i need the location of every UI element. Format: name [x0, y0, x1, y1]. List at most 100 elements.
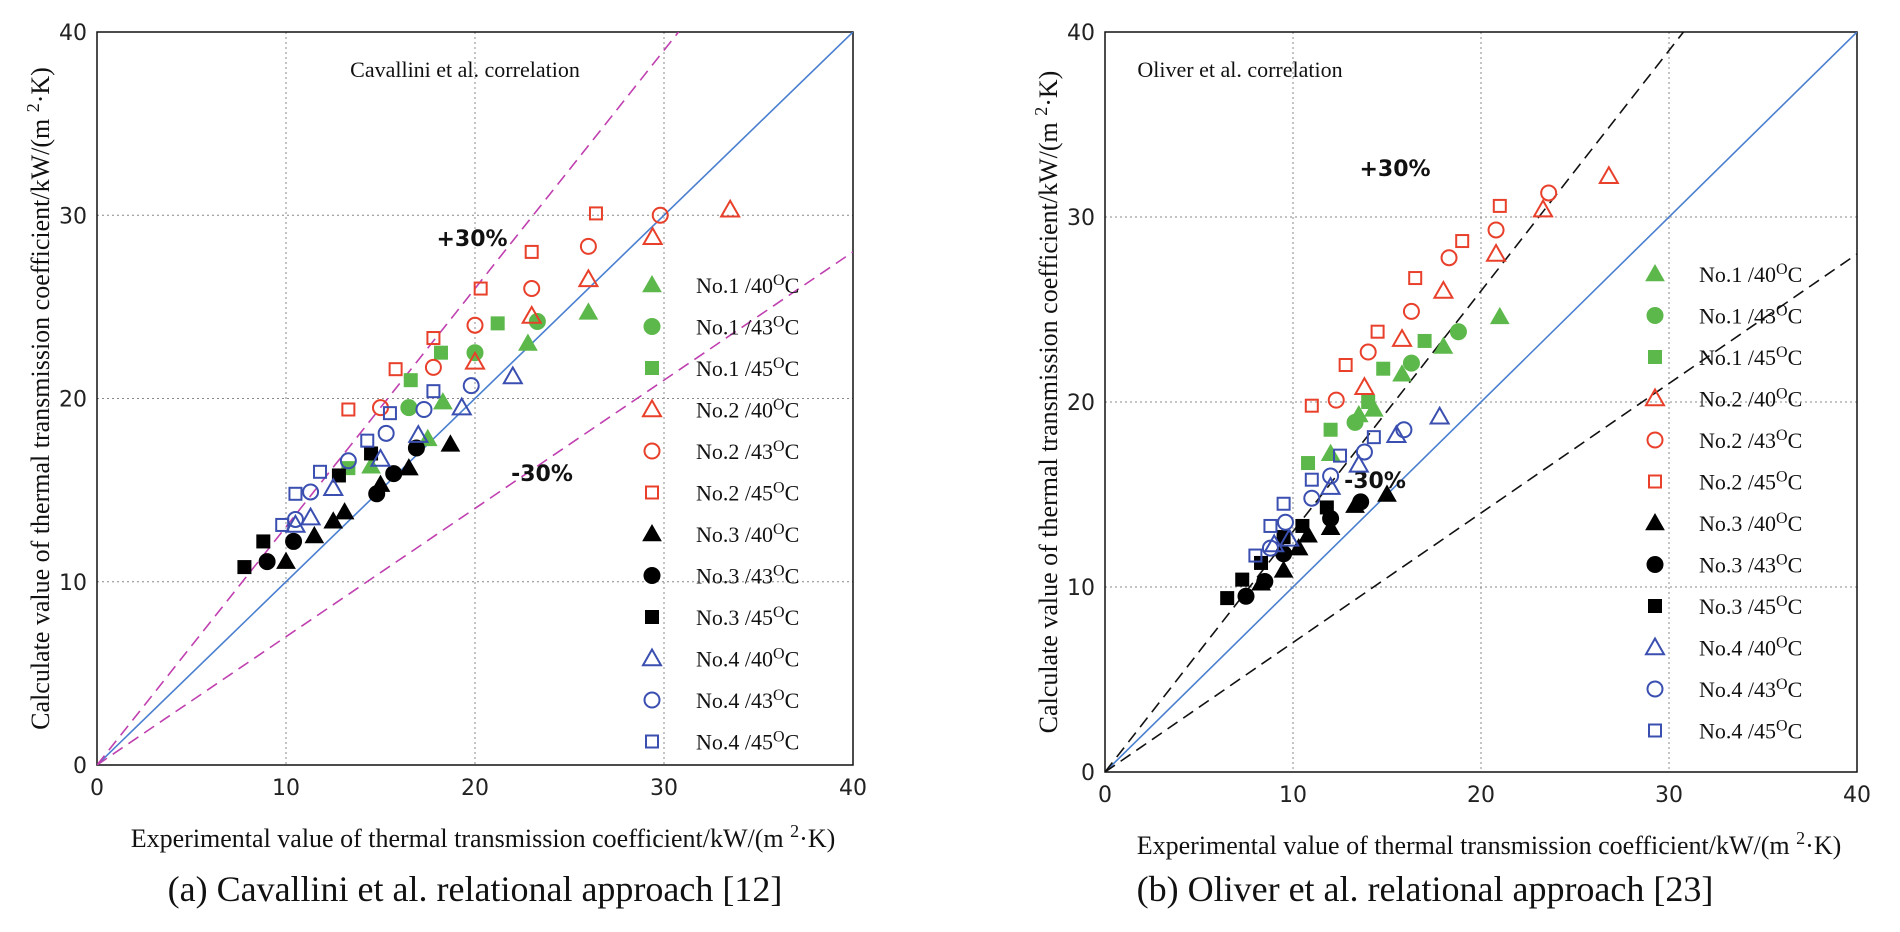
data-point [331, 468, 346, 483]
legend-item: No.2 /43OC [1646, 427, 1802, 453]
plus30-line [1105, 32, 1685, 772]
data-point [1440, 249, 1458, 267]
legend-label: No.2 /40OC [1699, 385, 1802, 412]
data-point [578, 302, 599, 320]
chart-panel-b: 0 10 20 30 40 0 10 20 30 40 Experimental value of … [950, 0, 1900, 932]
legend-marker [1646, 556, 1664, 573]
y-tick-label: 30 [59, 204, 87, 229]
legend-marker [642, 523, 662, 542]
data-point [288, 486, 303, 501]
diagonal-line [1105, 32, 1857, 772]
data-point [1487, 221, 1505, 239]
data-point [440, 434, 461, 452]
data-point [1346, 413, 1364, 431]
data-point [1408, 271, 1423, 286]
legend-label: No.2 /45OC [1699, 468, 1802, 495]
minus30-line [97, 251, 853, 765]
legend-label: No.3 /45OC [696, 604, 799, 631]
data-point [651, 206, 669, 224]
legend-label: No.4 /43OC [696, 687, 799, 714]
series-10 [1263, 405, 1451, 553]
data-point [520, 305, 543, 324]
data-point [502, 365, 524, 385]
data-point [1385, 424, 1408, 444]
legend-marker [645, 734, 659, 749]
data-point [433, 345, 448, 360]
legend-marker [1645, 512, 1665, 531]
data-point [1392, 364, 1412, 382]
legend-item: No.4 /40OC [641, 645, 799, 672]
data-point [1489, 306, 1510, 325]
data-point [1391, 328, 1413, 347]
legend-marker [1644, 387, 1666, 407]
data-point [323, 511, 344, 529]
data-point [1288, 538, 1309, 556]
correlation-title: Oliver et al. correlation [1137, 57, 1342, 82]
legend-marker [1645, 263, 1665, 282]
legend-label: No.4 /45OC [1699, 717, 1802, 744]
data-point [1304, 472, 1319, 487]
data-point [1263, 533, 1285, 553]
data-point [407, 439, 425, 457]
series-10 [284, 365, 524, 533]
data-point [1220, 591, 1235, 606]
x-tick-label: 40 [839, 776, 867, 801]
data-point [1366, 430, 1381, 445]
legend-label: No.2 /43OC [696, 438, 799, 465]
data-point [368, 485, 386, 503]
legend-label: No.4 /45OC [696, 728, 799, 755]
x-tick-label: 0 [90, 776, 104, 801]
legend-label: No.3 /40OC [696, 521, 799, 548]
data-point [377, 424, 395, 442]
legend-item: No.3 /45OC [645, 604, 799, 631]
x-tick-label: 30 [650, 776, 678, 801]
data-point [1303, 489, 1321, 507]
correlation-title: Cavallini et al. correlation [350, 57, 580, 82]
legend-marker [1648, 723, 1662, 738]
plot-frame [96, 31, 854, 766]
y-tick-label: 0 [1081, 761, 1095, 786]
data-point [1295, 518, 1310, 533]
legend-item: No.1 /43OC [643, 313, 799, 340]
legend-marker [643, 691, 661, 709]
legend-label: No.3 /40OC [1699, 510, 1802, 537]
data-point [1355, 443, 1373, 461]
data-point [341, 402, 356, 417]
series-7 [276, 434, 461, 569]
data-point [518, 333, 538, 351]
legend-marker [1648, 350, 1662, 364]
data-point [1298, 525, 1318, 543]
x-tick-label: 10 [272, 776, 300, 801]
reference-lines [97, 32, 853, 765]
legend-marker [642, 274, 662, 293]
legend-label: No.3 /43OC [696, 562, 799, 589]
legend-marker [641, 398, 663, 418]
data-point [1237, 587, 1255, 605]
data-point [1370, 324, 1385, 339]
series-9 [237, 446, 379, 575]
data-point [302, 483, 320, 501]
data-point [1402, 302, 1420, 320]
legend-marker [643, 442, 661, 460]
series-12 [1248, 430, 1381, 563]
legend-item: No.3 /43OC [1646, 551, 1802, 578]
reference-lines [1105, 32, 1857, 772]
data-point [1248, 548, 1263, 563]
data-point [524, 244, 539, 259]
data-point [1433, 336, 1454, 354]
legend-marker [1646, 307, 1664, 324]
data-point [313, 464, 328, 479]
data-point [1532, 198, 1554, 218]
series-12 [275, 384, 441, 532]
legend-item: No.4 /43OC [643, 687, 799, 714]
data-point [276, 551, 296, 569]
y-tick-label: 30 [1067, 206, 1095, 231]
data-point [588, 206, 603, 221]
data-point [473, 281, 488, 296]
legend-marker [1648, 599, 1662, 613]
series-8 [258, 439, 425, 571]
legend-label: No.3 /45OC [1699, 593, 1802, 620]
data-point [334, 502, 355, 520]
series-9 [1220, 500, 1334, 606]
